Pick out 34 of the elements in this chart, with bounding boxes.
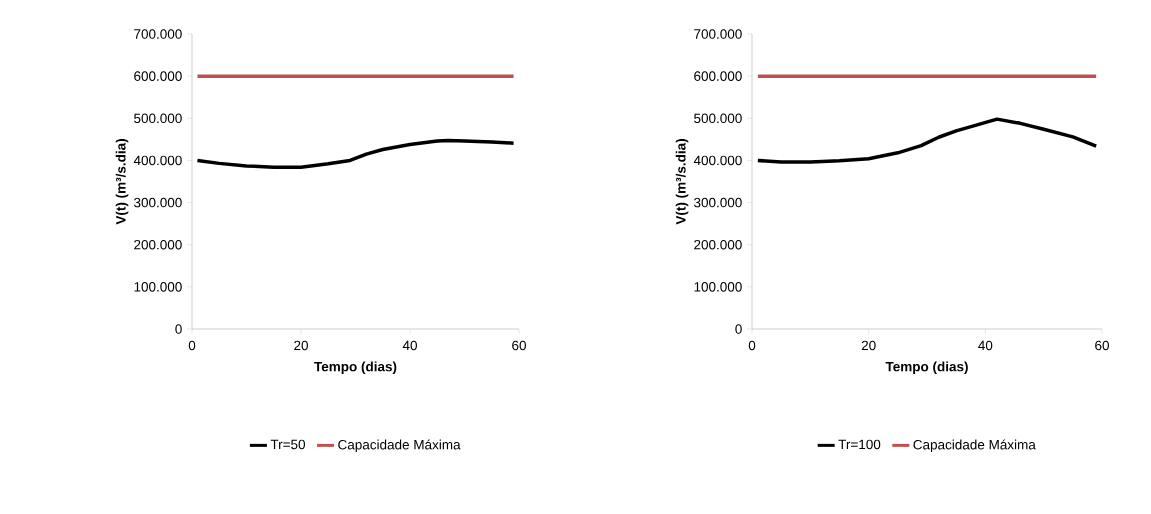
legend-label: Tr=50: [270, 439, 306, 450]
x-tick-label: 40: [978, 340, 993, 351]
line-series: [195, 138, 516, 169]
y-axis-title: V(t) (m³/s.dia): [675, 139, 689, 225]
x-axis-title: Tempo (dias): [885, 361, 968, 375]
x-tick-label: 20: [861, 340, 876, 351]
y-tick-label: 600.000: [134, 71, 182, 81]
y-tick-label: 400.000: [693, 155, 742, 166]
legend-label: Capacidade Máxima: [338, 439, 461, 453]
x-tick-label: 0: [748, 340, 756, 351]
line-series: [756, 117, 1098, 164]
y-tick-label: 500.000: [694, 113, 742, 124]
y-tick-label: 100.000: [694, 282, 742, 292]
y-tick-label: 100.000: [134, 282, 182, 292]
x-tick-label: 60: [512, 340, 526, 351]
x-tick-label: 20: [294, 340, 308, 351]
x-axis-title: Tempo (dias): [314, 361, 397, 375]
y-axis-title: V(t) (m³/s.dia): [115, 139, 129, 225]
legend-label: Capacidade Máxima: [913, 439, 1036, 453]
y-tick-label: 0: [735, 324, 742, 334]
y-tick-label: 200.000: [134, 239, 182, 250]
y-tick-label: 200.000: [694, 239, 742, 250]
y-tick-label: 700.000: [134, 29, 182, 39]
x-tick-label: 60: [1095, 340, 1109, 351]
y-tick-label: 300.000: [134, 197, 182, 208]
x-tick-label: 0: [188, 340, 196, 351]
y-tick-label: 0: [175, 324, 182, 334]
x-tick-label: 40: [402, 340, 417, 351]
y-tick-label: 400.000: [133, 155, 182, 166]
legend-label: Tr=100: [838, 439, 881, 450]
y-tick-label: 300.000: [694, 197, 742, 208]
y-tick-label: 600.000: [694, 71, 742, 81]
y-tick-label: 700.000: [694, 29, 742, 39]
y-tick-label: 500.000: [134, 113, 182, 124]
